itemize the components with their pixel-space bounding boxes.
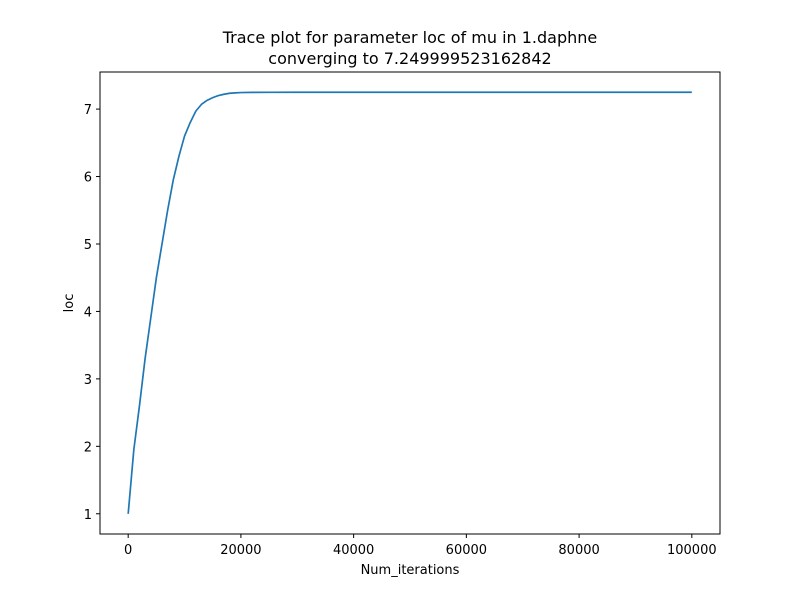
chart-title-line2: converging to 7.249999523162842	[268, 49, 551, 68]
y-axis-label: loc	[62, 294, 77, 313]
series-layer	[127, 91, 692, 514]
x-tick-label: 80000	[558, 543, 599, 558]
y-tick-label: 7	[84, 103, 92, 118]
axis-ticks: 0 20000 40000 60000 80000 100000 1 2 3 4 5 6 7	[84, 103, 717, 558]
y-tick-label: 1	[84, 508, 92, 523]
x-tick-label: 0	[124, 543, 132, 558]
x-axis-label: Num_iterations	[361, 563, 460, 578]
trace-line	[127, 91, 692, 514]
chart-title-line1: Trace plot for parameter loc of mu in 1.…	[222, 28, 598, 47]
y-tick-label: 3	[84, 373, 92, 388]
y-tick-label: 5	[84, 238, 92, 253]
x-tick-label: 100000	[667, 543, 717, 558]
y-tick-label: 2	[84, 440, 92, 455]
x-tick-label: 60000	[446, 543, 487, 558]
plot-frame	[99, 71, 721, 535]
y-tick-label: 6	[84, 171, 92, 186]
x-tick-label: 20000	[220, 543, 261, 558]
y-tick-label: 4	[84, 305, 92, 320]
x-tick-label: 40000	[333, 543, 374, 558]
